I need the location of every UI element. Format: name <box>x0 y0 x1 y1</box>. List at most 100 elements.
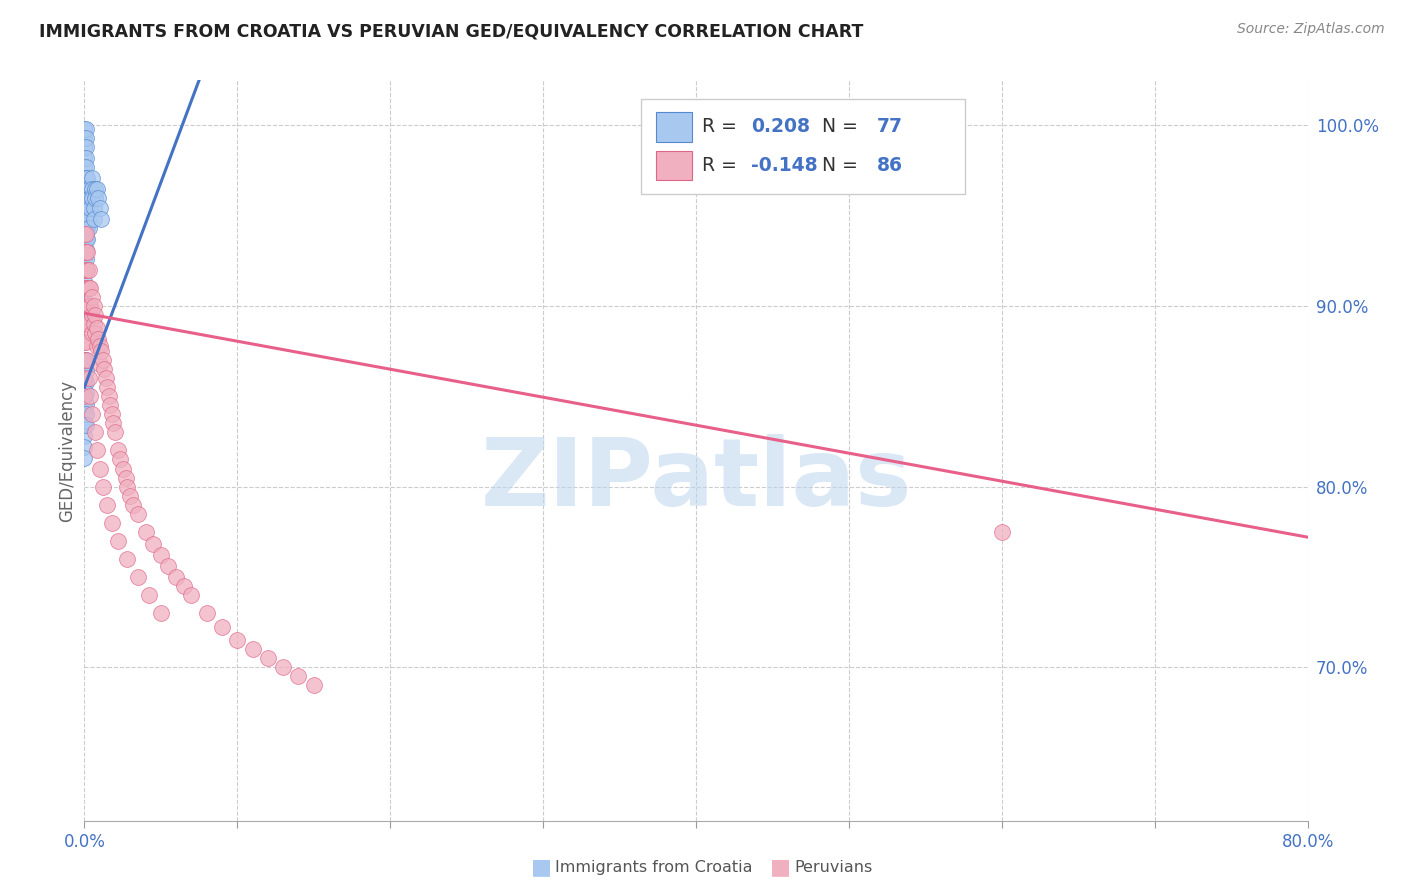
Point <box>89 357 111 371</box>
Point <box>76 244 98 259</box>
Point <box>77 263 100 277</box>
Point <box>77 181 100 195</box>
Point <box>76 191 98 205</box>
Point <box>73 375 96 389</box>
Point <box>115 479 138 493</box>
Point <box>73 371 96 385</box>
Point <box>76 232 98 246</box>
Point <box>98 398 121 412</box>
Point <box>75 170 97 185</box>
Point <box>157 559 180 574</box>
Text: N =: N = <box>823 118 863 136</box>
Point <box>115 551 138 566</box>
Point <box>73 131 96 145</box>
Point <box>73 283 96 297</box>
Point <box>73 263 96 277</box>
Point <box>73 243 96 257</box>
Text: R =: R = <box>702 118 742 136</box>
Point <box>79 202 101 216</box>
FancyBboxPatch shape <box>655 112 692 142</box>
Point <box>101 408 124 422</box>
Point <box>80 191 103 205</box>
Point <box>87 191 110 205</box>
Point <box>91 479 114 493</box>
Point <box>75 408 97 422</box>
Point <box>89 339 111 353</box>
Point <box>77 371 100 385</box>
Point <box>73 244 96 259</box>
Point <box>94 371 117 385</box>
Point <box>122 498 145 512</box>
Point <box>76 212 98 227</box>
Point <box>211 620 233 634</box>
Point <box>75 181 97 195</box>
Point <box>180 588 202 602</box>
Point <box>75 221 97 235</box>
Point <box>173 579 195 593</box>
Point <box>75 122 97 136</box>
Point <box>73 389 96 403</box>
Point <box>83 212 105 227</box>
Point <box>73 304 96 318</box>
Point <box>287 669 309 683</box>
Text: R =: R = <box>702 156 742 175</box>
Point <box>86 339 108 353</box>
Point <box>84 425 107 440</box>
Point <box>73 408 96 422</box>
Point <box>73 418 96 433</box>
Point <box>86 181 108 195</box>
Point <box>75 252 97 266</box>
Text: -0.148: -0.148 <box>751 156 818 175</box>
Point <box>75 227 97 241</box>
Point <box>91 353 114 368</box>
Text: ■: ■ <box>531 857 551 877</box>
Point <box>73 227 96 241</box>
Point <box>75 385 97 400</box>
Point <box>84 181 107 195</box>
Point <box>75 140 97 154</box>
Point <box>73 353 96 368</box>
Point <box>76 353 98 368</box>
Point <box>73 299 96 313</box>
Text: ZIPatlas: ZIPatlas <box>481 434 911 526</box>
Point <box>73 160 96 174</box>
Point <box>101 516 124 530</box>
Point <box>73 335 96 350</box>
Point <box>80 326 103 340</box>
Point <box>75 131 97 145</box>
Point <box>75 418 97 433</box>
FancyBboxPatch shape <box>641 99 965 194</box>
Point <box>76 263 98 277</box>
Point <box>104 425 127 440</box>
Point <box>89 461 111 475</box>
Point <box>75 212 97 227</box>
Point <box>127 507 149 521</box>
Point <box>73 396 96 410</box>
Point <box>79 389 101 403</box>
Point <box>120 489 142 503</box>
Text: 0.208: 0.208 <box>751 118 810 136</box>
Point <box>96 498 118 512</box>
Point <box>84 191 107 205</box>
Point <box>75 364 97 378</box>
Text: N =: N = <box>823 156 863 175</box>
Point <box>73 263 96 277</box>
Point <box>73 221 96 235</box>
Point <box>73 181 96 195</box>
Point <box>242 642 264 657</box>
Point <box>75 299 97 313</box>
Text: Peruvians: Peruvians <box>794 860 873 874</box>
Point <box>73 252 96 266</box>
Point <box>75 151 97 165</box>
Point <box>77 202 100 216</box>
Point <box>127 570 149 584</box>
Point <box>80 290 103 304</box>
Point <box>89 202 111 216</box>
Point <box>83 299 105 313</box>
Point <box>111 461 134 475</box>
Point <box>86 320 108 334</box>
Point <box>73 151 96 165</box>
Point <box>75 317 97 331</box>
Point <box>73 364 96 378</box>
Point <box>79 191 101 205</box>
